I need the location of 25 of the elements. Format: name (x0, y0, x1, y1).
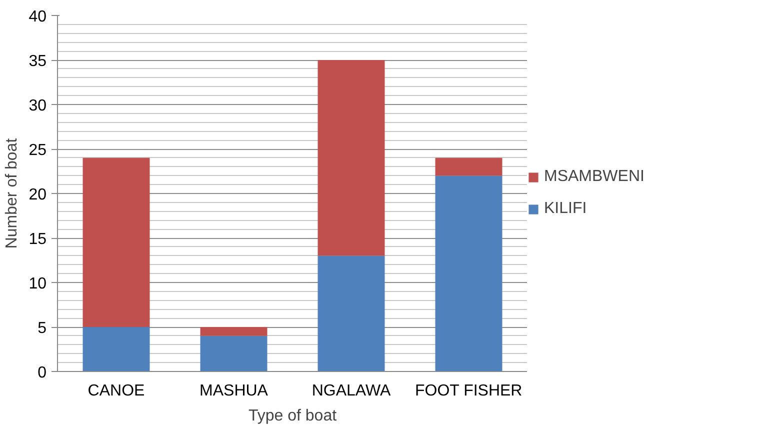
bar (200, 336, 268, 372)
x-tick-label: NGALAWA (312, 382, 391, 400)
x-tick-label: MASHUA (200, 382, 268, 400)
bar (435, 176, 502, 372)
y-tick-label: 10 (28, 276, 47, 292)
y-tick-label: 30 (28, 98, 47, 114)
bar (435, 158, 502, 176)
bar (82, 158, 150, 327)
x-axis-title: Type of boat (248, 408, 338, 424)
bar (318, 256, 385, 372)
y-tick-label: 5 (38, 320, 47, 337)
y-tick-label: 40 (28, 8, 47, 26)
y-tick-label: 15 (28, 231, 47, 248)
legend-label: MSAMBWENI (544, 168, 644, 186)
bar (318, 60, 385, 256)
y-tick-label: 25 (28, 142, 47, 159)
legend-label: KILIFI (544, 200, 587, 218)
bar (82, 327, 150, 372)
y-tick-label: 35 (28, 53, 47, 70)
y-tick-label: 0 (38, 364, 47, 382)
bar (200, 327, 268, 336)
x-tick-label: CANOE (88, 382, 145, 400)
y-tick-label: 20 (28, 186, 47, 204)
y-axis-title: Number of boat (4, 138, 21, 249)
x-tick-label: FOOT FISHER (414, 382, 522, 400)
